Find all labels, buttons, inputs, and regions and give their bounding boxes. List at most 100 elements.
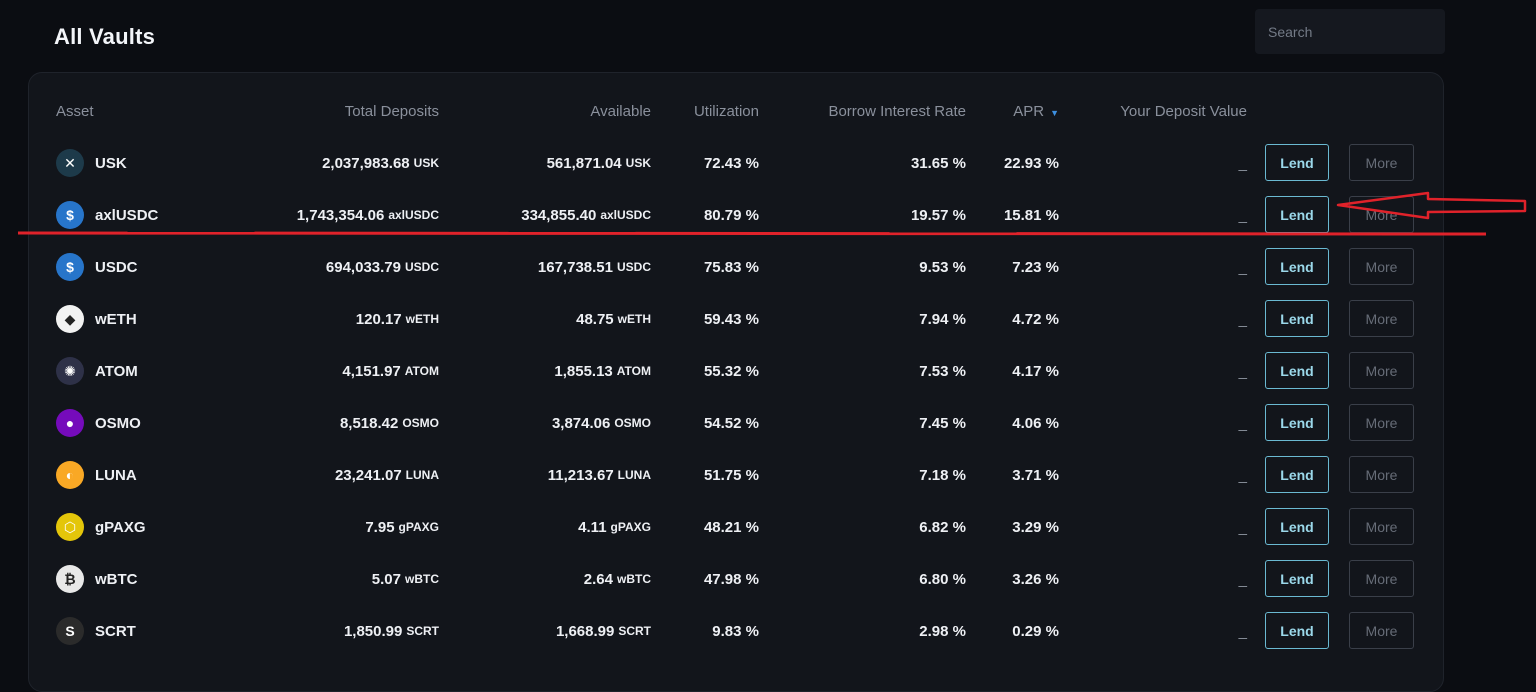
lend-button[interactable]: Lend xyxy=(1265,300,1329,337)
deposit-value: _ xyxy=(1238,518,1247,536)
lend-button[interactable]: Lend xyxy=(1265,352,1329,389)
page-title: All Vaults xyxy=(54,24,156,49)
more-button[interactable]: More xyxy=(1349,560,1414,597)
total-deposits-value: 694,033.79 xyxy=(325,258,401,276)
lend-button[interactable]: Lend xyxy=(1265,404,1329,441)
available-unit: USK xyxy=(625,156,651,170)
table-row[interactable]: ● OSMO 8,518.42 OSMO 3,874.06 OSMO 54.52 %… xyxy=(29,397,1445,449)
borrow-rate-value: 6.80 % xyxy=(919,570,966,588)
apr-value: 15.81 % xyxy=(1003,206,1059,224)
sort-desc-icon[interactable]: ▼ xyxy=(1050,108,1059,118)
total-deposits-value: 120.17 xyxy=(355,310,402,328)
available-value: 1,855.13 xyxy=(554,362,613,380)
header-apr[interactable]: APR ▼ xyxy=(979,85,1059,137)
deposit-value: _ xyxy=(1238,206,1247,224)
deposit-value: _ xyxy=(1238,570,1247,588)
utilization-value: 48.21 % xyxy=(703,518,759,536)
more-button[interactable]: More xyxy=(1349,456,1414,493)
total-deposits-unit: axlUSDC xyxy=(388,208,439,222)
table-header: Asset Total Deposits Available Utilizati… xyxy=(29,85,1445,137)
total-deposits-value: 7.95 xyxy=(365,518,395,536)
borrow-rate-value: 31.65 % xyxy=(910,154,966,172)
table-row[interactable]: ◆ wETH 120.17 wETH 48.75 wETH 59.43 % 7.94… xyxy=(29,293,1445,345)
lend-button[interactable]: Lend xyxy=(1265,456,1329,493)
more-button[interactable]: More xyxy=(1349,612,1414,649)
total-deposits-unit: wETH xyxy=(405,312,439,326)
total-deposits-value: 23,241.07 xyxy=(334,466,402,484)
header-borrow-interest-rate[interactable]: Borrow Interest Rate xyxy=(828,102,966,120)
available-unit: wBTC xyxy=(617,572,651,586)
asset-cell: $ USDC xyxy=(56,241,256,293)
more-button[interactable]: More xyxy=(1349,404,1414,441)
available-cell: 334,855.40 axlUSDC xyxy=(449,189,651,241)
header-total-deposits[interactable]: Total Deposits xyxy=(344,102,439,120)
table-row[interactable]: ⬡ gPAXG 7.95 gPAXG 4.11 gPAXG 48.21 % 6.82… xyxy=(29,501,1445,553)
search-input[interactable] xyxy=(1255,9,1445,54)
available-cell: 3,874.06 OSMO xyxy=(449,397,651,449)
header-utilization[interactable]: Utilization xyxy=(693,102,759,120)
more-button[interactable]: More xyxy=(1349,196,1414,233)
lend-button[interactable]: Lend xyxy=(1265,612,1329,649)
table-row[interactable]: ✕ USK 2,037,983.68 USK 561,871.04 USK 72.4… xyxy=(29,137,1445,189)
table-row[interactable]: ◐ LUNA 23,241.07 LUNA 11,213.67 LUNA 51.75… xyxy=(29,449,1445,501)
lend-button[interactable]: Lend xyxy=(1265,196,1329,233)
deposit-value: _ xyxy=(1238,362,1247,380)
total-deposits-unit: wBTC xyxy=(405,572,439,586)
asset-cell: ◐ LUNA xyxy=(56,449,256,501)
header-available[interactable]: Available xyxy=(590,102,651,120)
lend-button[interactable]: Lend xyxy=(1265,144,1329,181)
asset-name: OSMO xyxy=(95,414,141,432)
more-button[interactable]: More xyxy=(1349,508,1414,545)
table-row[interactable]: $ USDC 694,033.79 USDC 167,738.51 USDC 75.… xyxy=(29,241,1445,293)
apr-value: 7.23 % xyxy=(1012,258,1059,276)
borrow-rate-value: 2.98 % xyxy=(919,622,966,640)
total-deposits-value: 4,151.97 xyxy=(342,362,401,380)
available-cell: 167,738.51 USDC xyxy=(449,241,651,293)
total-deposits-cell: 8,518.42 OSMO xyxy=(229,397,439,449)
atom-icon: ✺ xyxy=(56,357,84,385)
wbtc-icon: ₿ xyxy=(56,565,84,593)
available-value: 3,874.06 xyxy=(551,414,611,432)
lend-button[interactable]: Lend xyxy=(1265,508,1329,545)
borrow-rate-value: 7.45 % xyxy=(919,414,966,432)
available-unit: SCRT xyxy=(618,624,651,638)
more-button[interactable]: More xyxy=(1349,300,1414,337)
lend-button[interactable]: Lend xyxy=(1265,248,1329,285)
more-button[interactable]: More xyxy=(1349,144,1414,181)
available-value: 11,213.67 xyxy=(547,466,614,484)
axlusdc-icon: $ xyxy=(56,201,84,229)
header-your-deposit-value[interactable]: Your Deposit Value xyxy=(1120,102,1247,120)
available-unit: axlUSDC xyxy=(600,208,651,222)
total-deposits-value: 2,037,983.68 xyxy=(322,154,410,172)
available-value: 167,738.51 xyxy=(537,258,613,276)
utilization-value: 54.52 % xyxy=(703,414,759,432)
total-deposits-cell: 1,743,354.06 axlUSDC xyxy=(229,189,439,241)
asset-name: wBTC xyxy=(95,570,138,588)
more-button[interactable]: More xyxy=(1349,352,1414,389)
table-row[interactable]: ₿ wBTC 5.07 wBTC 2.64 wBTC 47.98 % 6.80 % … xyxy=(29,553,1445,605)
available-value: 4.11 xyxy=(578,518,607,536)
available-cell: 1,668.99 SCRT xyxy=(449,605,651,657)
asset-name: SCRT xyxy=(95,622,136,640)
asset-name: USK xyxy=(95,154,127,172)
apr-value: 4.06 % xyxy=(1012,414,1059,432)
table-row[interactable]: ✺ ATOM 4,151.97 ATOM 1,855.13 ATOM 55.32 %… xyxy=(29,345,1445,397)
borrow-rate-value: 9.53 % xyxy=(919,258,966,276)
asset-cell: ⬡ gPAXG xyxy=(56,501,256,553)
asset-cell: ✕ USK xyxy=(56,137,256,189)
total-deposits-unit: ATOM xyxy=(404,364,439,378)
weth-icon: ◆ xyxy=(56,305,84,333)
more-button[interactable]: More xyxy=(1349,248,1414,285)
luna-icon: ◐ xyxy=(56,461,84,489)
table-row[interactable]: S SCRT 1,850.99 SCRT 1,668.99 SCRT 9.83 % … xyxy=(29,605,1445,657)
available-value: 334,855.40 xyxy=(521,206,597,224)
total-deposits-unit: SCRT xyxy=(406,624,439,638)
borrow-rate-value: 6.82 % xyxy=(919,518,966,536)
total-deposits-unit: USDC xyxy=(404,260,439,274)
scrt-icon: S xyxy=(56,617,84,645)
table-row[interactable]: $ axlUSDC 1,743,354.06 axlUSDC 334,855.40… xyxy=(29,189,1445,241)
header-asset[interactable]: Asset xyxy=(56,102,94,120)
utilization-value: 47.98 % xyxy=(703,570,759,588)
lend-button[interactable]: Lend xyxy=(1265,560,1329,597)
borrow-rate-value: 7.18 % xyxy=(919,466,966,484)
